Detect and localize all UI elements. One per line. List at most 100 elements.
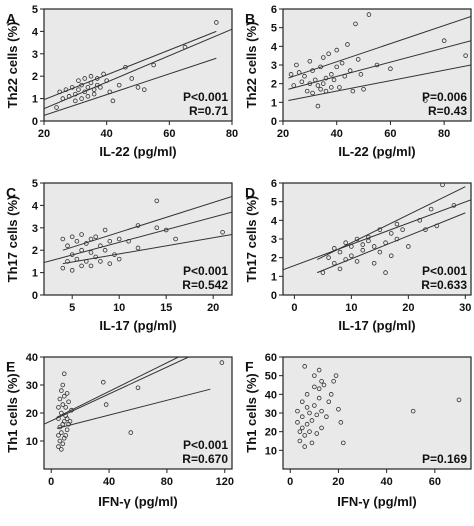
panel-letter: A xyxy=(6,10,16,26)
data-point xyxy=(388,66,393,72)
data-point xyxy=(214,20,219,25)
panel-c: C 0 1 2 3 4 5 5 10 15 20 IL-17 (pg/ml) Th17 cells (%… xyxy=(5,178,233,333)
data-point xyxy=(326,255,331,260)
data-point xyxy=(456,397,462,403)
data-point xyxy=(319,425,324,431)
data-point xyxy=(63,433,68,438)
data-point xyxy=(88,236,94,242)
data-point xyxy=(320,55,326,60)
data-point xyxy=(374,62,380,68)
data-point xyxy=(59,447,64,452)
y-axis-title: Th22 cells (%) xyxy=(244,22,259,109)
data-point xyxy=(299,414,305,420)
data-point xyxy=(316,386,322,392)
data-point xyxy=(54,105,59,110)
data-point xyxy=(314,431,320,436)
data-point xyxy=(84,241,89,246)
data-point xyxy=(60,402,66,407)
y-tick-label: 0 xyxy=(32,116,38,128)
data-point xyxy=(337,85,342,90)
data-point xyxy=(154,198,160,204)
y-tick-label: 0 xyxy=(271,116,277,128)
stat-label: P<0.001 xyxy=(183,264,228,278)
data-point xyxy=(294,62,299,68)
data-point xyxy=(312,384,317,390)
data-point xyxy=(299,399,305,405)
x-tick-label: 30 xyxy=(459,302,471,314)
y-tick-label: 10 xyxy=(26,436,38,448)
data-point xyxy=(323,75,329,81)
data-point xyxy=(434,223,440,229)
data-point xyxy=(295,420,300,425)
data-point xyxy=(220,229,225,235)
plot-content xyxy=(44,195,232,273)
data-point xyxy=(320,81,326,86)
y-tick-label: 4 xyxy=(271,215,278,227)
data-point xyxy=(64,427,70,433)
data-point xyxy=(91,91,97,97)
y-tick-label: 3 xyxy=(32,223,38,235)
y-tick-label: 4 xyxy=(271,41,278,53)
y-tick-label: 50 xyxy=(265,371,277,383)
data-point xyxy=(318,64,323,70)
data-point xyxy=(66,399,71,405)
data-point xyxy=(315,83,321,88)
y-tick-label: 2 xyxy=(32,71,38,83)
data-point xyxy=(60,441,66,447)
data-point xyxy=(288,72,294,77)
data-point xyxy=(321,382,327,388)
ci-lower-line xyxy=(56,388,211,429)
x-tick-label: 0 xyxy=(291,302,297,314)
data-point xyxy=(307,81,313,86)
stat-label: P=0.006 xyxy=(422,90,467,104)
data-point xyxy=(360,242,366,247)
data-point xyxy=(297,438,303,444)
data-point xyxy=(91,87,97,92)
data-point xyxy=(79,96,84,101)
data-point xyxy=(56,405,61,410)
data-point xyxy=(85,85,91,90)
plot-content xyxy=(283,183,471,275)
fit-line xyxy=(44,211,232,264)
data-point xyxy=(69,252,75,257)
data-point xyxy=(355,57,361,62)
x-tick-label: 20 xyxy=(277,128,289,140)
y-tick-label: 1 xyxy=(32,268,38,280)
panel-letter: C xyxy=(6,184,16,200)
data-point xyxy=(310,90,315,96)
plot-content xyxy=(295,364,462,449)
y-tick-label: 0 xyxy=(32,290,38,302)
data-point xyxy=(107,238,113,244)
y-tick-label: 3 xyxy=(271,60,277,72)
data-point xyxy=(60,265,66,271)
data-point xyxy=(394,236,400,242)
y-tick-label: 20 xyxy=(265,427,277,439)
data-point xyxy=(63,87,69,92)
y-tick-label: 3 xyxy=(32,49,38,61)
data-point xyxy=(400,227,405,232)
panel-d: D 0 1 2 3 4 5 6 0 10 20 30 IL-17 (pg/ml) Th17 cells (… xyxy=(244,178,472,333)
data-point xyxy=(334,47,340,53)
data-point xyxy=(299,425,305,431)
data-point xyxy=(64,391,70,396)
y-tick-label: 6 xyxy=(271,4,277,16)
x-tick-label: 0 xyxy=(287,476,293,488)
data-point xyxy=(326,51,331,57)
x-tick-label: 40 xyxy=(103,476,115,488)
plot-area xyxy=(43,182,233,296)
data-point xyxy=(307,58,313,64)
data-point xyxy=(333,373,339,378)
y-tick-label: 20 xyxy=(26,408,38,420)
stat-label: R=0.43 xyxy=(428,104,467,118)
data-point xyxy=(59,430,64,435)
y-axis-title: Th1 cells (%) xyxy=(5,373,20,452)
stat-label: R=0.633 xyxy=(421,278,467,292)
data-point xyxy=(94,82,100,88)
data-point xyxy=(371,260,377,266)
y-tick-label: 5 xyxy=(32,4,38,16)
data-point xyxy=(69,268,75,273)
data-point xyxy=(56,433,61,438)
data-point xyxy=(388,231,394,236)
data-point xyxy=(69,407,74,413)
